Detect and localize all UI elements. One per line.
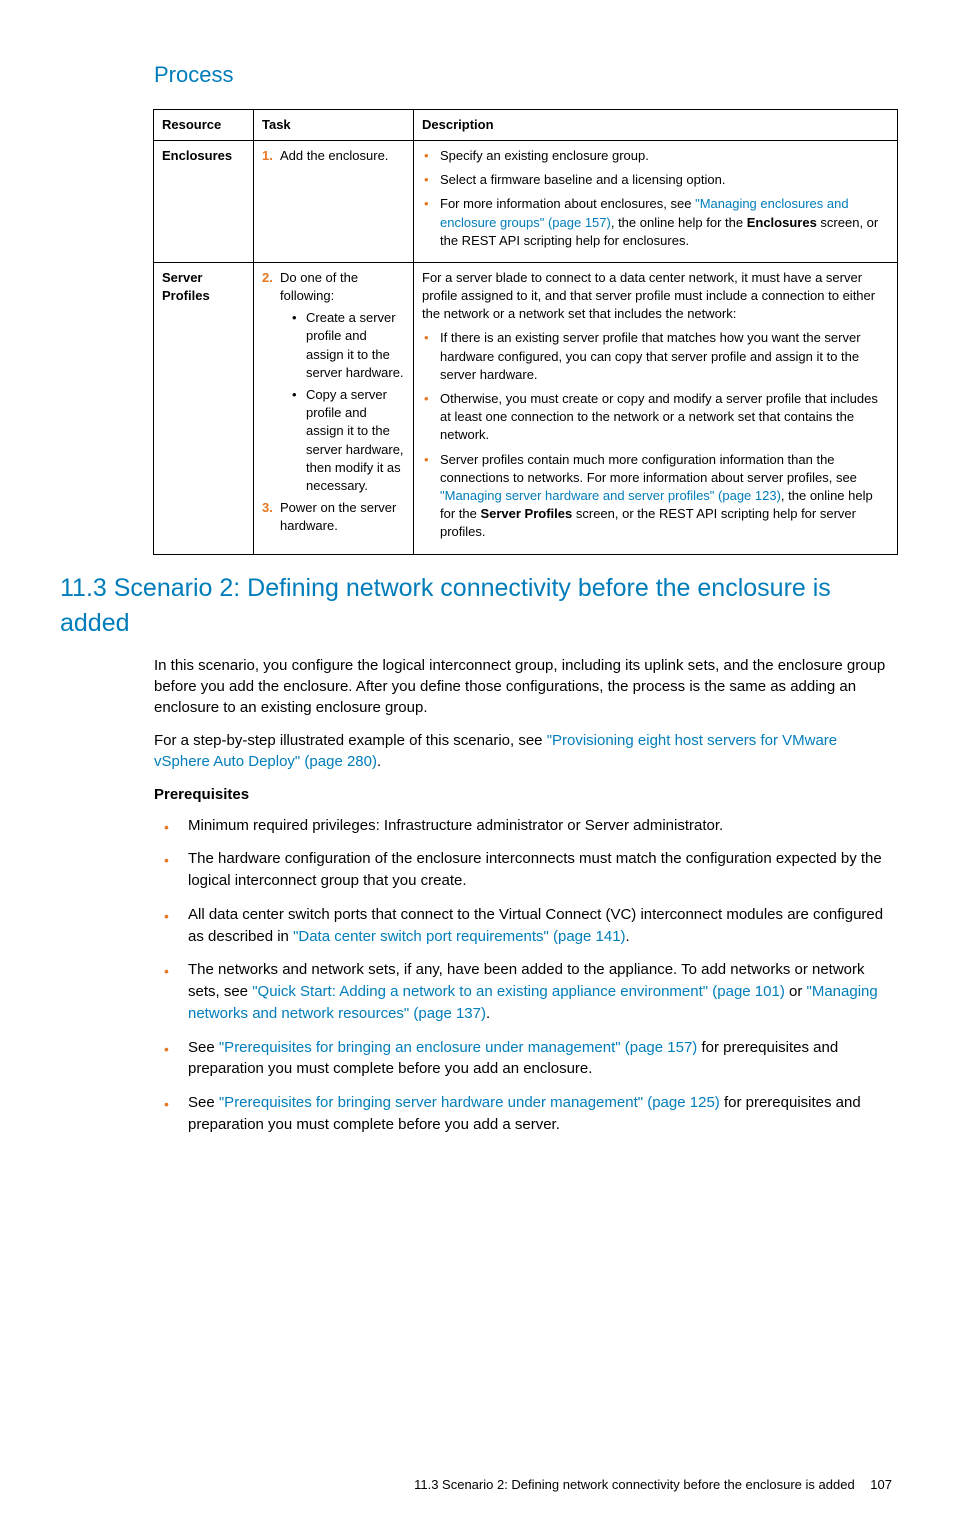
- desc-item: For more information about enclosures, s…: [422, 195, 889, 250]
- cell-task-enclosures: 1.Add the enclosure.: [254, 140, 414, 262]
- prerequisites-list: Minimum required privileges: Infrastruct…: [154, 815, 894, 1136]
- desc-item: Specify an existing enclosure group.: [422, 147, 889, 165]
- process-table: Resource Task Description Enclosures 1.A…: [153, 109, 898, 555]
- desc-item: Server profiles contain much more config…: [422, 451, 889, 542]
- cell-desc-enclosures: Specify an existing enclosure group. Sel…: [414, 140, 898, 262]
- prereq-item: The networks and network sets, if any, h…: [154, 959, 894, 1024]
- scenario-paragraph: For a step-by-step illustrated example o…: [154, 730, 894, 772]
- desc-item: If there is an existing server profile t…: [422, 329, 889, 384]
- link-prereq-server[interactable]: "Prerequisites for bringing server hardw…: [219, 1094, 720, 1111]
- page-footer: 11.3 Scenario 2: Defining network connec…: [60, 1476, 894, 1494]
- desc-item: Select a firmware baseline and a licensi…: [422, 171, 889, 189]
- th-description: Description: [414, 109, 898, 140]
- task-subitem: Create a server profile and assign it to…: [292, 309, 405, 382]
- footer-text: 11.3 Scenario 2: Defining network connec…: [414, 1477, 855, 1492]
- prereq-item: See "Prerequisites for bringing an enclo…: [154, 1037, 894, 1081]
- desc-item: Otherwise, you must create or copy and m…: [422, 390, 889, 445]
- table-row: Enclosures 1.Add the enclosure. Specify …: [154, 140, 898, 262]
- th-resource: Resource: [154, 109, 254, 140]
- section-heading-process: Process: [154, 60, 894, 91]
- link-prereq-enclosure[interactable]: "Prerequisites for bringing an enclosure…: [219, 1039, 697, 1056]
- prereq-item: All data center switch ports that connec…: [154, 904, 894, 948]
- cell-resource-enclosures: Enclosures: [154, 140, 254, 262]
- link-managing-server-profiles[interactable]: "Managing server hardware and server pro…: [440, 488, 781, 503]
- table-header-row: Resource Task Description: [154, 109, 898, 140]
- th-task: Task: [254, 109, 414, 140]
- table-row: Server Profiles 2.Do one of the followin…: [154, 262, 898, 554]
- desc-intro: For a server blade to connect to a data …: [422, 269, 889, 324]
- task-subitem: Copy a server profile and assign it to t…: [292, 386, 405, 495]
- prerequisites-heading: Prerequisites: [154, 784, 894, 805]
- cell-task-server-profiles: 2.Do one of the following: Create a serv…: [254, 262, 414, 554]
- prereq-item: Minimum required privileges: Infrastruct…: [154, 815, 894, 837]
- cell-resource-server-profiles: Server Profiles: [154, 262, 254, 554]
- link-quickstart-network[interactable]: "Quick Start: Adding a network to an exi…: [252, 983, 785, 1000]
- prereq-item: See "Prerequisites for bringing server h…: [154, 1092, 894, 1136]
- task-item: 2.Do one of the following: Create a serv…: [262, 269, 405, 495]
- link-switch-port-req[interactable]: "Data center switch port requirements" (…: [293, 928, 625, 945]
- scenario-paragraph: In this scenario, you configure the logi…: [154, 655, 894, 718]
- task-item: 1.Add the enclosure.: [262, 147, 405, 165]
- cell-desc-server-profiles: For a server blade to connect to a data …: [414, 262, 898, 554]
- section-heading-scenario2: 11.3 Scenario 2: Defining network connec…: [60, 571, 894, 641]
- footer-page-number: 107: [870, 1477, 892, 1492]
- task-item: 3.Power on the server hardware.: [262, 499, 405, 535]
- prereq-item: The hardware configuration of the enclos…: [154, 848, 894, 892]
